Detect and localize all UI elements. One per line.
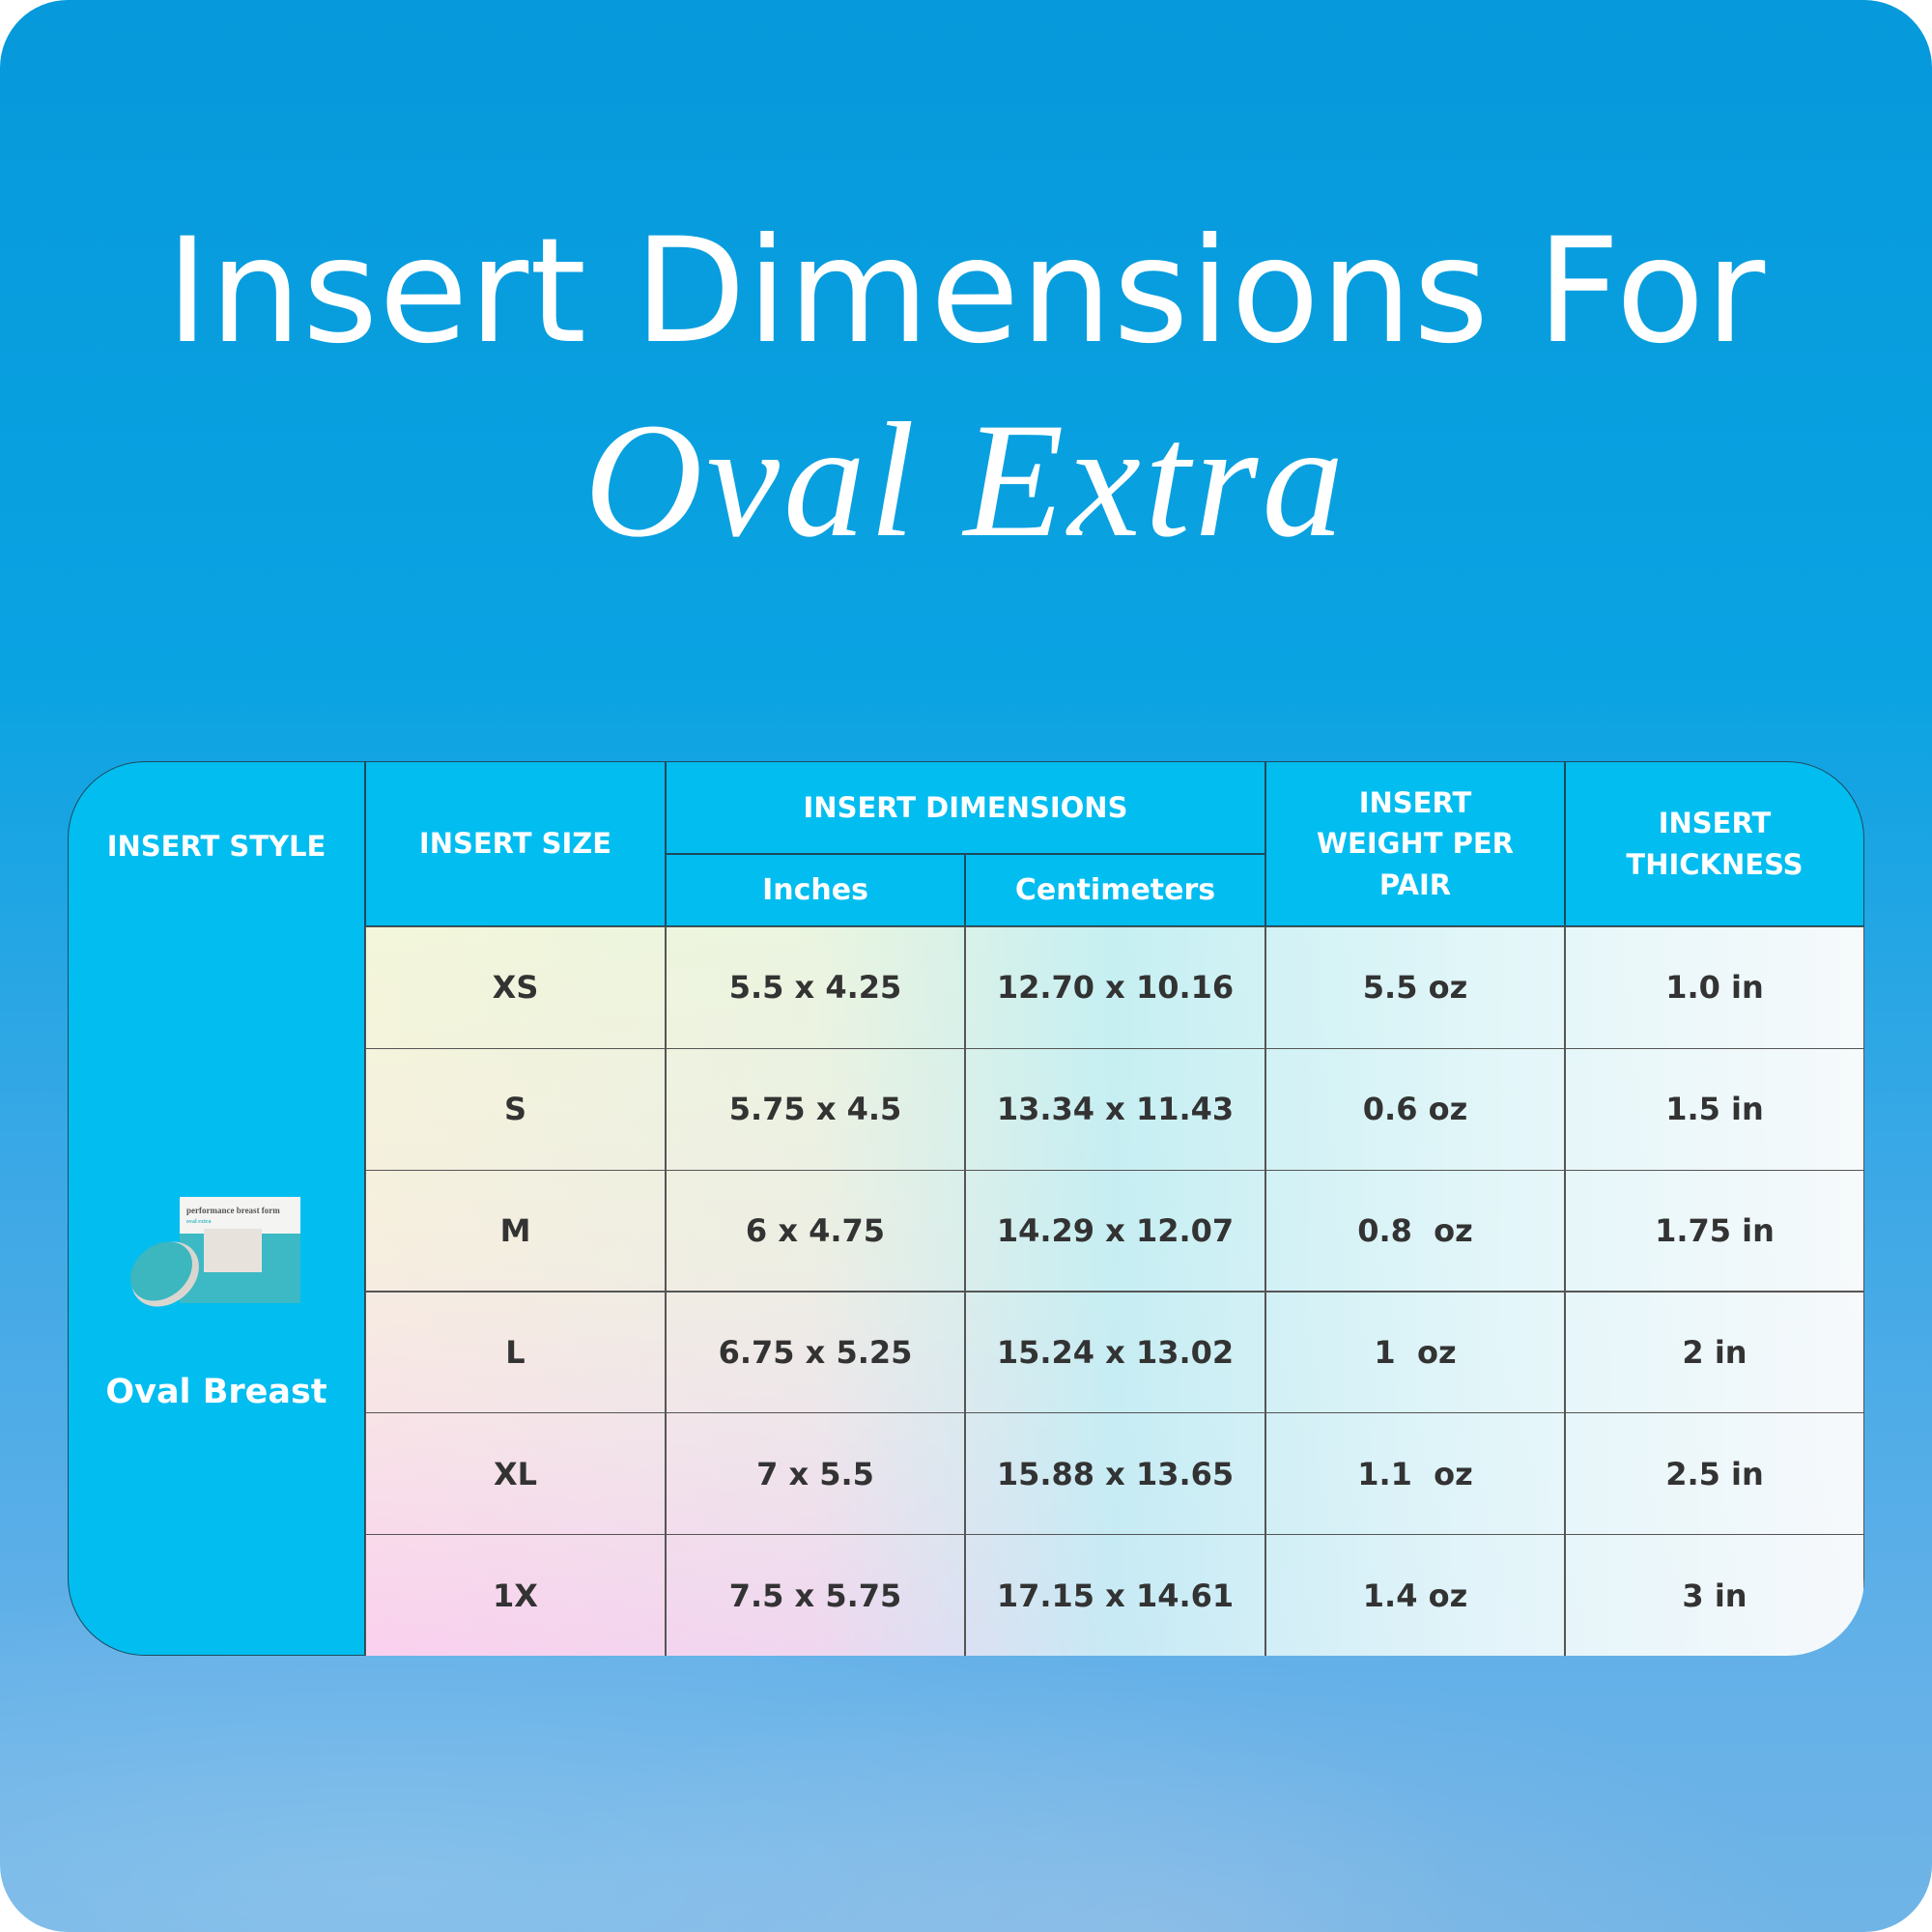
header-insert-weight: INSERT WEIGHT PER PAIR <box>1265 761 1565 926</box>
table-cell-cm: 15.88 x 13.65 <box>965 1412 1265 1536</box>
page-subtitle-script: Oval Extra <box>583 389 1349 571</box>
table-cell-weight: 0.8 oz <box>1265 1169 1565 1293</box>
table-cell-size: 1X <box>365 1534 666 1656</box>
header-centimeters: Centimeters <box>965 854 1265 926</box>
table-cell-inches: 5.75 x 4.5 <box>666 1047 965 1171</box>
table-cell-inches: 6 x 4.75 <box>666 1169 965 1293</box>
header-insert-dimensions: INSERT DIMENSIONS <box>666 761 1265 854</box>
table-cell-size: XS <box>365 926 666 1049</box>
table-cell-weight: 1.4 oz <box>1265 1534 1565 1656</box>
table-cell-inches: 6.75 x 5.25 <box>666 1291 965 1414</box>
product-box-subtext: oval extra <box>186 1219 212 1225</box>
header-insert-style: INSERT STYLE <box>106 830 327 863</box>
table-cell-thickness: 2 in <box>1565 1291 1864 1414</box>
size-chart-table: INSERT STYLE performance breast form ova… <box>68 761 1864 1656</box>
table-cell-size: M <box>365 1169 666 1293</box>
table-body: XS 5.5 x 4.25 12.70 x 10.16 5.5 oz 1.0 in S 5.… <box>365 926 1864 1656</box>
table-cell-weight: 1.1 oz <box>1265 1412 1565 1536</box>
table-cell-cm: 14.29 x 12.07 <box>965 1169 1265 1293</box>
insert-style-name: Oval Breast <box>105 1373 327 1411</box>
table-cell-size: XL <box>365 1412 666 1536</box>
table-cell-weight: 5.5 oz <box>1265 926 1565 1049</box>
table-cell-thickness: 1.75 in <box>1565 1169 1864 1293</box>
table-cell-thickness: 3 in <box>1565 1534 1864 1656</box>
header-insert-size: INSERT SIZE <box>365 761 666 926</box>
table-cell-thickness: 1.5 in <box>1565 1047 1864 1171</box>
table-cell-cm: 15.24 x 13.02 <box>965 1291 1265 1414</box>
table-cell-inches: 7.5 x 5.75 <box>666 1534 965 1656</box>
table-cell-thickness: 1.0 in <box>1565 926 1864 1049</box>
table-cell-thickness: 2.5 in <box>1565 1412 1864 1536</box>
header-inches: Inches <box>666 854 965 926</box>
header-insert-thickness: INSERT THICKNESS <box>1565 761 1864 926</box>
insert-style-column: INSERT STYLE performance breast form ova… <box>68 761 365 1656</box>
page-title: Insert Dimensions For <box>165 208 1767 376</box>
table-cell-cm: 13.34 x 11.43 <box>965 1047 1265 1171</box>
product-box-text: performance breast form <box>186 1206 280 1215</box>
table-cell-cm: 12.70 x 10.16 <box>965 926 1265 1049</box>
product-image: performance breast form oval extra <box>130 1197 300 1307</box>
table-cell-size: L <box>365 1291 666 1414</box>
table-cell-cm: 17.15 x 14.61 <box>965 1534 1265 1656</box>
table-cell-inches: 7 x 5.5 <box>666 1412 965 1536</box>
table-cell-inches: 5.5 x 4.25 <box>666 926 965 1049</box>
table-cell-size: S <box>365 1047 666 1171</box>
table-cell-weight: 0.6 oz <box>1265 1047 1565 1171</box>
table-cell-weight: 1 oz <box>1265 1291 1565 1414</box>
